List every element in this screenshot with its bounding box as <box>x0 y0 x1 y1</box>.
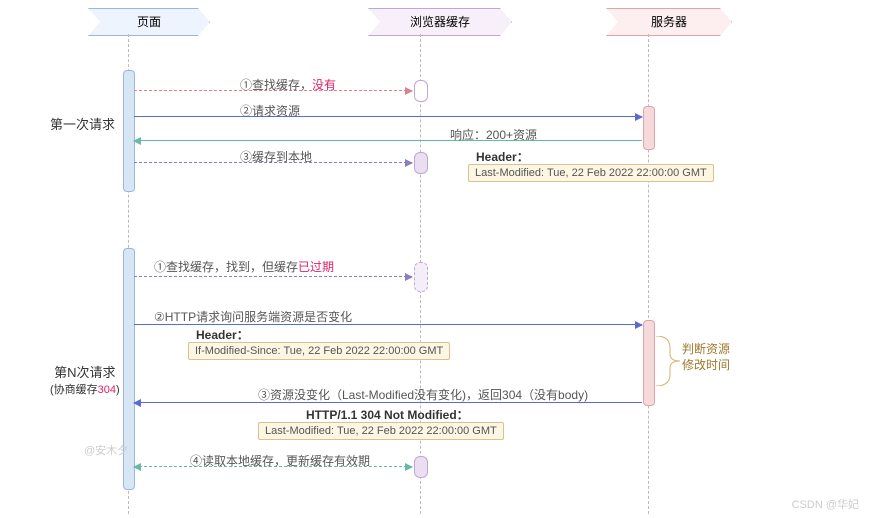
label-nth-title: 第N次请求 <box>50 362 120 381</box>
bracket-server-note <box>656 336 680 386</box>
note-last-modified-1: Last-Modified: Tue, 22 Feb 2022 22:00:00… <box>468 164 714 182</box>
label-nth-sub: (协商缓存304) <box>50 381 120 397</box>
activation-page-1 <box>123 70 135 192</box>
msg-response: 响应：200+资源 <box>450 126 537 143</box>
activation-server-2 <box>643 320 655 406</box>
note-if-modified-since: If-Modified-Since: Tue, 22 Feb 2022 22:0… <box>188 342 450 360</box>
activation-server-1 <box>643 106 655 150</box>
activation-cache-1a <box>414 80 428 102</box>
msg-conditional-request: ②HTTP请求询问服务端资源是否变化 <box>154 308 352 325</box>
msg-request: ②请求资源 <box>240 102 300 119</box>
note-last-modified-2: Last-Modified: Tue, 22 Feb 2022 22:00:00… <box>258 422 504 440</box>
label-nth-request: 第N次请求 (协商缓存304) <box>50 362 120 397</box>
activation-cache-2b <box>414 456 428 478</box>
label-header-3: HTTP/1.1 304 Not Modified： <box>306 406 469 423</box>
msg-lookup-miss: ①查找缓存，没有 <box>240 76 336 93</box>
lane-header-server: 服务器 <box>606 8 732 36</box>
note-server-check-1: 判断资源 <box>682 340 730 357</box>
activation-cache-2a <box>414 262 428 292</box>
activation-cache-1b <box>414 152 428 174</box>
label-header-1: Header： <box>476 148 529 165</box>
msg-304: ③资源没变化（Last-Modified没有变化)，返回304（没有body) <box>258 386 588 403</box>
note-server-check-2: 修改时间 <box>682 356 730 373</box>
msg-lookup-expired: ①查找缓存，找到，但缓存已过期 <box>154 258 334 275</box>
lane-header-cache: 浏览器缓存 <box>368 8 512 36</box>
sequence-diagram: 页面 浏览器缓存 服务器 第一次请求 第N次请求 (协商缓存304) ①查找缓存… <box>0 0 869 518</box>
arrow-response <box>134 140 642 141</box>
label-header-2: Header： <box>196 326 249 343</box>
msg-read-local: ④读取本地缓存，更新缓存有效期 <box>190 452 370 469</box>
msg-store-local: ③缓存到本地 <box>240 148 312 165</box>
arrow-lookup-expired <box>134 276 412 277</box>
lane-header-page: 页面 <box>88 8 210 36</box>
label-first-request: 第一次请求 <box>50 114 115 133</box>
watermark-left: @安木夕 <box>84 442 128 458</box>
watermark-right: CSDN @华妃 <box>792 496 859 512</box>
arrow-request <box>134 116 642 117</box>
